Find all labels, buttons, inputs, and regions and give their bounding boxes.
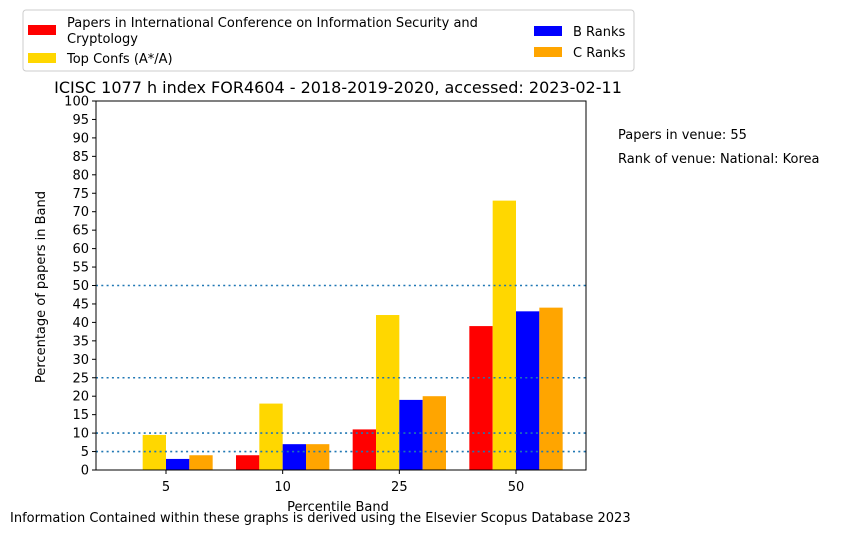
y-tick-label: 95 — [72, 113, 89, 128]
bar-series-3-cat-25 — [399, 399, 423, 470]
y-tick-label: 35 — [72, 334, 89, 349]
legend-swatch-series-4 — [534, 47, 562, 57]
y-tick-label: 5 — [81, 445, 89, 460]
bar-series-1-cat-25 — [352, 429, 376, 470]
bar-series-2-cat-10 — [259, 403, 283, 470]
bar-series-3-cat-10 — [282, 444, 306, 470]
y-tick-label: 45 — [72, 297, 89, 312]
legend-swatch-series-2 — [28, 53, 56, 63]
y-tick-label: 75 — [72, 187, 89, 202]
y-tick-label: 100 — [64, 95, 89, 110]
y-axis-label: Percentage of papers in Band — [34, 191, 49, 383]
y-tick-label: 50 — [72, 279, 89, 294]
bar-series-2-cat-5 — [142, 434, 166, 470]
x-tick-label: 50 — [508, 480, 525, 495]
bar-series-3-cat-50 — [516, 311, 540, 470]
bar-series-1-cat-10 — [236, 455, 260, 470]
legend: Papers in International Conference on In… — [22, 9, 635, 72]
legend-frame — [22, 9, 635, 72]
x-axis-label: Percentile Band — [287, 500, 389, 515]
legend-label-series-2: Top Confs (A*/A) — [66, 52, 173, 67]
y-axis-ticks: 0 5 10 15 20 25 30 35 40 45 50 55 60 65 70 75 80 85 90 95 10… — [64, 95, 96, 479]
legend-swatch-series-3 — [534, 26, 562, 36]
y-tick-label: 0 — [81, 464, 89, 479]
x-tick-label: 25 — [391, 480, 408, 495]
legend-swatch-series-1 — [28, 25, 56, 35]
y-tick-label: 90 — [72, 131, 89, 146]
bar-series-4-cat-50 — [539, 307, 563, 470]
legend-label-series-1-line-2: Cryptology — [67, 32, 138, 47]
y-tick-label: 25 — [72, 371, 89, 386]
y-tick-label: 40 — [72, 316, 89, 331]
data-source-footer: Information Contained within these graph… — [10, 511, 631, 526]
x-axis-ticks: 5 10 25 50 — [162, 470, 524, 495]
bar-series-2-cat-50 — [492, 200, 516, 470]
legend-label-series-4: C Ranks — [573, 46, 626, 61]
rank-of-venue-note: Rank of venue: National: Korea — [618, 152, 820, 167]
y-tick-label: 70 — [72, 205, 89, 220]
papers-in-venue-note: Papers in venue: 55 — [618, 128, 747, 143]
y-tick-label: 65 — [72, 224, 89, 239]
chart-title: ICISC 1077 h index FOR4604 - 2018-2019-2… — [54, 78, 622, 97]
bar-series-2-cat-25 — [376, 315, 400, 470]
bar-series-4-cat-5 — [189, 455, 213, 470]
y-tick-label: 15 — [72, 408, 89, 423]
x-tick-label: 10 — [274, 480, 291, 495]
y-tick-label: 10 — [72, 427, 89, 442]
y-tick-label: 20 — [72, 390, 89, 405]
legend-label-series-3: B Ranks — [573, 25, 626, 40]
bar-series-4-cat-10 — [306, 444, 330, 470]
legend-label-series-1-line-1: Papers in International Conference on In… — [67, 16, 478, 31]
y-tick-label: 80 — [72, 168, 89, 183]
y-tick-label: 55 — [72, 261, 89, 276]
bars-layer — [142, 200, 563, 470]
y-tick-label: 60 — [72, 242, 89, 257]
plot-frame — [95, 100, 587, 471]
bar-series-1-cat-50 — [469, 326, 493, 470]
reference-lines-layer — [96, 284, 586, 453]
y-tick-label: 30 — [72, 353, 89, 368]
bar-series-4-cat-25 — [422, 396, 446, 470]
y-tick-label: 85 — [72, 150, 89, 165]
x-tick-label: 5 — [162, 480, 170, 495]
bar-series-3-cat-5 — [166, 458, 190, 470]
